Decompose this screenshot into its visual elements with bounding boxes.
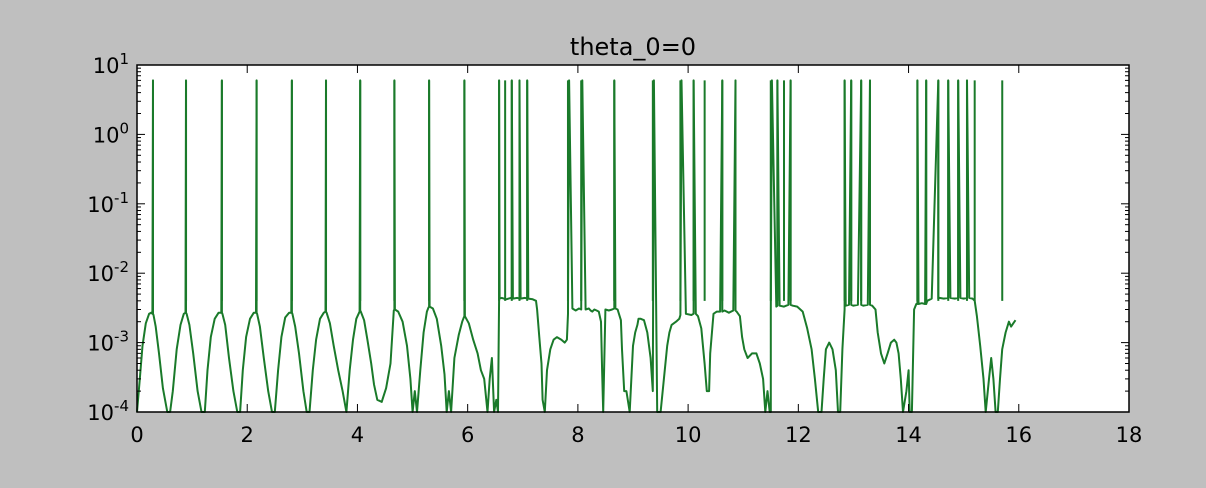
plot-frame <box>136 64 1130 413</box>
x-tick-label: 16 <box>1005 423 1032 447</box>
x-tick-label: 14 <box>895 423 922 447</box>
x-tick-label: 10 <box>675 423 702 447</box>
x-tick-label: 6 <box>461 423 474 447</box>
y-tick-label: 10-1 <box>87 189 129 217</box>
x-tick-label: 2 <box>241 423 254 447</box>
x-tick-label: 12 <box>785 423 812 447</box>
x-tick-label: 18 <box>1116 423 1143 447</box>
y-tick-label: 101 <box>93 50 129 78</box>
y-tick-label: 10-4 <box>87 397 129 425</box>
chart-title: theta_0=0 <box>570 33 696 61</box>
x-tick-label: 8 <box>571 423 584 447</box>
x-tick-label: 0 <box>130 423 143 447</box>
y-tick-label: 100 <box>93 119 129 147</box>
y-tick-label: 10-2 <box>87 258 129 286</box>
series-layer <box>136 79 1017 413</box>
x-tick-label: 4 <box>351 423 364 447</box>
y-tick-label: 10-3 <box>87 328 129 356</box>
